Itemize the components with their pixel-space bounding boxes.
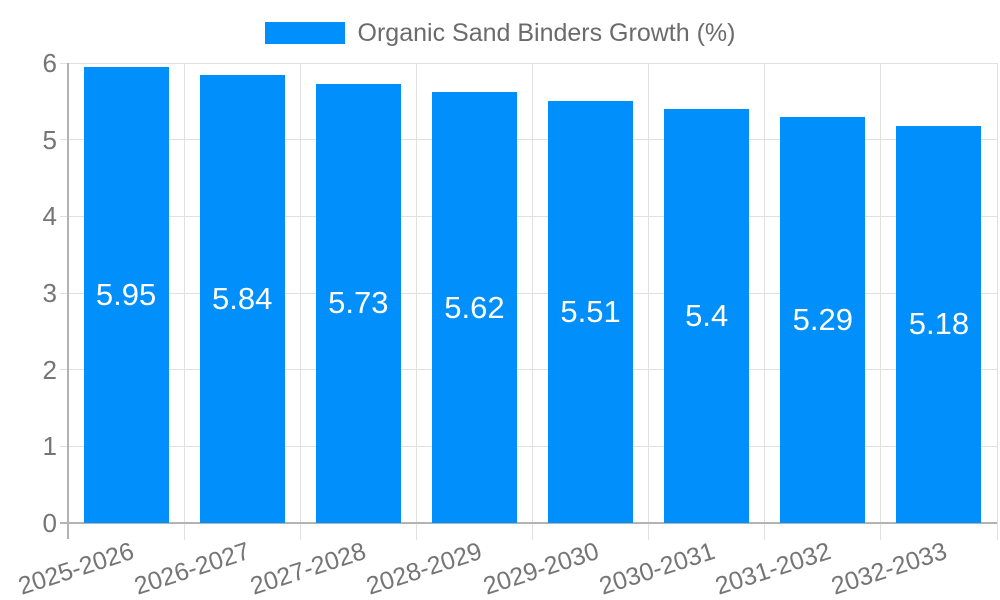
legend-label: Organic Sand Binders Growth (%) (357, 19, 736, 47)
y-axis-label: 3 (42, 278, 57, 308)
bar: 5.73 (315, 83, 401, 523)
bar: 5.4 (664, 109, 750, 523)
bar: 5.84 (199, 75, 285, 523)
gridline-vertical (415, 63, 417, 540)
bar-value-label: 5.4 (685, 298, 729, 333)
legend: Organic Sand Binders Growth (%) (0, 20, 1000, 46)
y-axis-label: 1 (42, 431, 57, 462)
y-tick-mark (60, 445, 68, 447)
y-tick-mark (60, 215, 68, 217)
bar-value-label: 5.62 (444, 289, 505, 325)
y-tick-mark (60, 369, 68, 371)
bar-value-label: 5.84 (212, 281, 273, 317)
y-tick-mark (60, 62, 68, 64)
gridline-vertical (764, 63, 766, 540)
bar-value-label: 5.18 (908, 306, 970, 342)
gridline-vertical (299, 63, 301, 540)
gridline-vertical (996, 63, 998, 540)
x-axis-label: 2029-2030 (479, 537, 602, 600)
y-axis-label: 0 (42, 508, 57, 538)
gridline-vertical (183, 63, 185, 540)
bar-value-label: 5.51 (560, 293, 621, 329)
x-axis-label: 2025-2026 (15, 537, 138, 600)
bar: 5.18 (896, 125, 982, 523)
y-tick-mark (60, 292, 68, 294)
bar: 5.51 (548, 100, 634, 523)
x-axis-label: 2028-2029 (363, 537, 486, 600)
y-axis-label: 2 (42, 354, 57, 385)
y-axis-label: 5 (42, 124, 57, 155)
bar-value-label: 5.95 (95, 276, 157, 312)
bar-value-label: 5.29 (792, 302, 853, 338)
gridline-vertical (532, 63, 533, 540)
x-axis-line (60, 522, 997, 524)
y-tick-mark (60, 139, 68, 141)
x-axis-label: 2026-2027 (131, 537, 254, 600)
x-axis-label: 2032-2033 (827, 537, 951, 600)
legend-swatch (264, 22, 345, 44)
bar: 5.62 (431, 92, 517, 523)
x-axis-label: 2031-2032 (711, 537, 835, 600)
y-axis-line (67, 63, 69, 539)
y-axis-label: 6 (42, 48, 57, 78)
gridline-vertical (880, 63, 882, 540)
y-axis-label: 4 (42, 201, 57, 232)
x-axis-label: 2030-2031 (595, 537, 719, 600)
bar-value-label: 5.73 (328, 285, 389, 321)
gridline-vertical (648, 63, 650, 540)
bar: 5.29 (780, 117, 866, 523)
bar: 5.95 (83, 66, 169, 523)
x-axis-label: 2027-2028 (247, 537, 370, 600)
